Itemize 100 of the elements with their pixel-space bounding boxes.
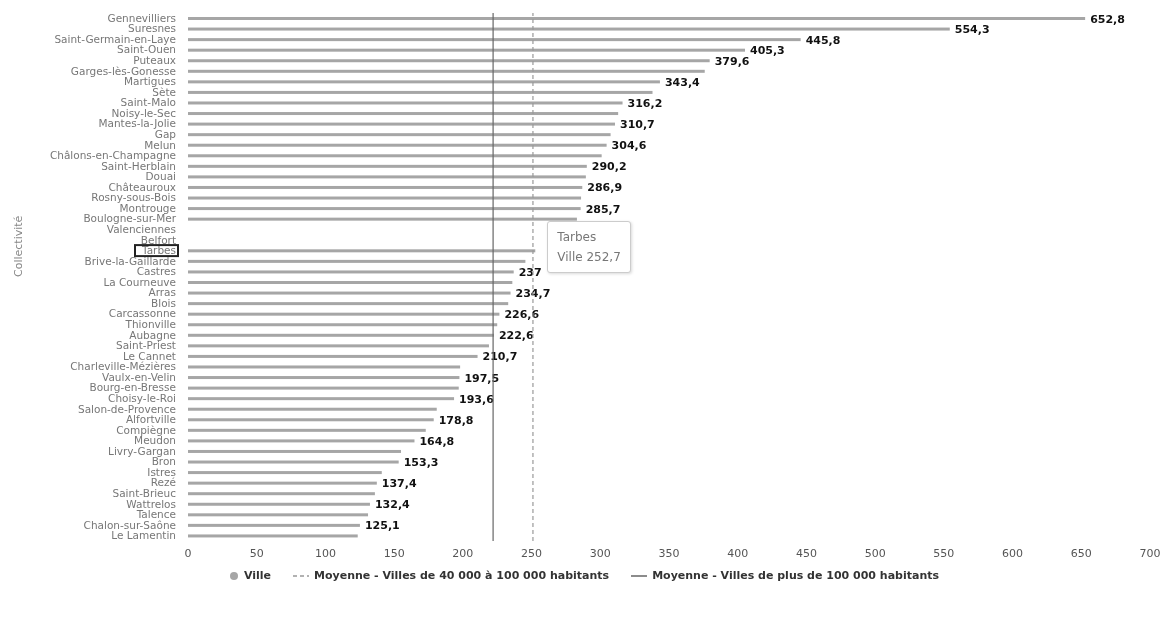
x-tick-label: 250 xyxy=(521,546,543,560)
data-label: 153,3 xyxy=(403,456,439,470)
data-label: 405,3 xyxy=(750,44,785,58)
y-tick-label: Suresnes xyxy=(128,22,176,35)
y-tick-label: Saint-Brieuc xyxy=(112,486,177,499)
data-label: 137,4 xyxy=(381,477,417,491)
bar xyxy=(188,418,434,422)
legend-label: Ville xyxy=(242,569,272,582)
x-tick-label: 100 xyxy=(314,546,336,560)
bar xyxy=(188,534,358,538)
data-label: 226,6 xyxy=(504,308,540,322)
y-tick-label: La Courneuve xyxy=(103,275,176,288)
y-tick-label: Puteaux xyxy=(133,54,176,67)
y-tick-label: Chalon-sur-Saône xyxy=(83,518,176,531)
y-tick-label: Castres xyxy=(136,265,176,278)
bar xyxy=(188,196,582,200)
y-tick-label: Saint-Malo xyxy=(120,96,176,109)
y-tick-label: Carcassonne xyxy=(108,307,176,320)
data-label: 304,6 xyxy=(611,139,647,153)
x-tick-label: 500 xyxy=(864,546,886,560)
x-tick-label: 200 xyxy=(452,546,474,560)
bar xyxy=(188,407,437,411)
legend-label: Moyenne - Villes de 40 000 à 100 000 habitants xyxy=(313,569,610,582)
y-tick-label: Alfortville xyxy=(125,413,176,426)
x-tick-label: 550 xyxy=(933,546,955,560)
bar xyxy=(188,449,402,453)
y-tick-label: Châteauroux xyxy=(108,180,176,193)
bar xyxy=(188,344,489,348)
y-tick-label: Noisy-le-Sec xyxy=(111,106,177,119)
x-tick-label: 300 xyxy=(589,546,611,560)
x-tick-label: 650 xyxy=(1070,546,1092,560)
bar xyxy=(188,386,459,390)
bar xyxy=(188,38,801,42)
data-label: 316,2 xyxy=(627,96,663,110)
bar xyxy=(188,207,581,211)
data-label: 379,6 xyxy=(714,54,750,68)
y-tick-label: Montrouge xyxy=(119,201,176,214)
data-label: 197,5 xyxy=(464,371,500,385)
bar xyxy=(188,59,710,63)
x-tick-label: 350 xyxy=(658,546,680,560)
data-label: 445,8 xyxy=(805,33,841,47)
bar xyxy=(188,471,382,475)
bar xyxy=(188,175,586,179)
bar xyxy=(188,112,619,116)
data-label: 234,7 xyxy=(515,287,551,301)
bar xyxy=(188,281,513,284)
bar xyxy=(188,133,611,137)
y-tick-label: Tarbes xyxy=(140,244,176,257)
bar xyxy=(188,513,369,517)
bar xyxy=(188,17,1086,20)
y-tick-label: Rezé xyxy=(150,476,176,489)
data-label: 652,8 xyxy=(1090,12,1125,26)
data-label: 210,7 xyxy=(482,350,518,364)
y-tick-label: Belfort xyxy=(140,233,176,246)
y-tick-label: Wattrelos xyxy=(126,497,176,510)
data-label: 286,9 xyxy=(587,181,623,195)
y-tick-label: Istres xyxy=(147,465,176,478)
bar xyxy=(188,90,653,94)
bar xyxy=(188,48,745,52)
bar xyxy=(188,312,500,316)
y-tick-label: Bourg-en-Bresse xyxy=(89,381,176,394)
y-tick-label: Gennevilliers xyxy=(107,11,176,24)
bar xyxy=(188,80,660,84)
bar xyxy=(188,354,478,358)
bar xyxy=(188,185,583,189)
data-label: 178,8 xyxy=(438,413,474,427)
y-tick-label: Le Cannet xyxy=(122,349,176,362)
legend-label: Moyenne - Villes de plus de 100 000 habitants xyxy=(651,569,940,582)
annotation: Tarbes Ville 252,7 xyxy=(557,228,621,266)
x-tick-label: 400 xyxy=(727,546,749,560)
bar xyxy=(188,122,615,126)
bar xyxy=(188,302,509,306)
data-label: 343,4 xyxy=(664,75,701,89)
bar xyxy=(188,481,377,485)
y-tick-label: Arras xyxy=(148,286,176,299)
bar xyxy=(188,143,607,147)
y-tick-label: Rosny-sous-Bois xyxy=(91,191,176,204)
data-label: 222,6 xyxy=(498,329,535,343)
y-tick-label: Bron xyxy=(151,455,176,468)
data-label: 132,4 xyxy=(374,498,411,512)
y-axis-title: Collectivité xyxy=(11,215,25,277)
y-tick-label: Douai xyxy=(145,170,176,183)
bar xyxy=(188,249,536,253)
bar xyxy=(188,439,415,443)
y-tick-label: Talence xyxy=(135,508,176,521)
y-tick-label: Le Lamentin xyxy=(111,529,176,542)
y-tick-label: Saint-Germain-en-Laye xyxy=(54,32,176,45)
bar xyxy=(188,523,360,527)
bar xyxy=(188,428,426,432)
bar xyxy=(188,259,526,263)
bar xyxy=(188,365,461,369)
bar xyxy=(188,217,577,221)
x-tick-label: 0 xyxy=(184,546,192,560)
x-tick-label: 450 xyxy=(795,546,817,560)
y-tick-label: Brive-la-Gaillarde xyxy=(84,254,176,267)
data-label: 310,7 xyxy=(619,118,655,132)
tooltip: Tarbes Ville 252,7 xyxy=(547,220,631,273)
x-tick-label: 150 xyxy=(383,546,405,560)
bar xyxy=(188,101,623,105)
data-label: 193,6 xyxy=(459,392,495,406)
